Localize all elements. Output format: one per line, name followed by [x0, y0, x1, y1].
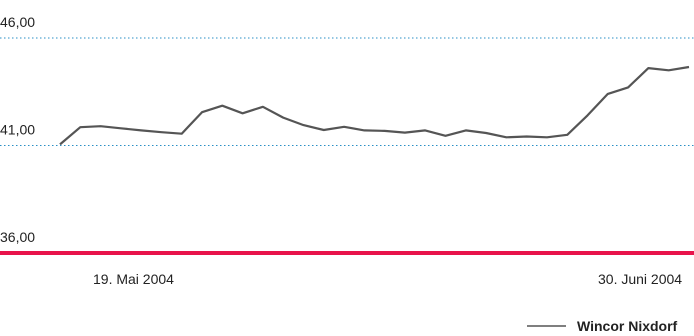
series-line-wincor-nixdorf [59, 65, 690, 146]
x-tick-label: 19. Mai 2004 [93, 271, 174, 287]
y-tick-label: 46,00 [0, 14, 35, 30]
legend-label: Wincor Nixdorf [577, 318, 678, 334]
x-tick-label: 30. Juni 2004 [598, 271, 682, 287]
x-tick-labels: 19. Mai 2004 30. Juni 2004 [93, 271, 682, 287]
gridlines [0, 37, 694, 146]
legend: Wincor Nixdorf [527, 318, 678, 334]
y-tick-label: 41,00 [0, 122, 35, 138]
y-tick-labels: 46,00 41,00 36,00 [0, 14, 35, 245]
y-tick-label: 36,00 [0, 229, 35, 245]
